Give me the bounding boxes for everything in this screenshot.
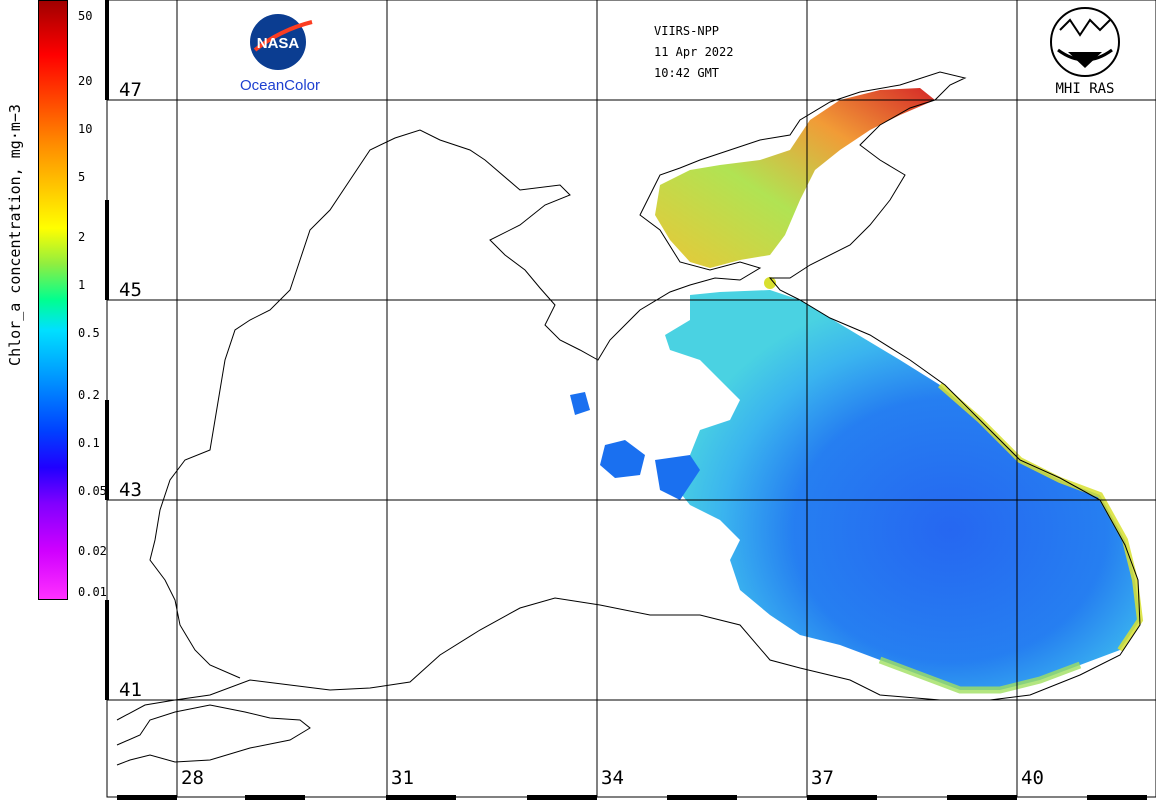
kerch-strait-patch [764,277,776,289]
latlon-grid [107,0,1156,797]
oceancolor-caption: OceanColor [240,77,320,94]
colorbar-tick: 0.05 [78,484,107,498]
colorbar [38,0,68,600]
lon-label: 31 [391,767,414,789]
time-label: 10:42 GMT [654,66,719,80]
lat-label: 45 [119,279,142,301]
lon-label: 28 [181,767,204,789]
lon-label: 34 [601,767,624,789]
chlorophyll-patch-west [600,440,645,478]
colorbar-tick: 50 [78,9,93,23]
colorbar-tick: 1 [78,278,86,292]
colorbar-tick: 0.2 [78,388,100,402]
mhi-ras-logo: MHI RAS [1050,7,1120,97]
colorbar-tick: 0.01 [78,585,107,599]
lat-label: 41 [119,679,142,701]
lon-label: 40 [1021,767,1044,789]
nasa-logo: NASA OceanColor [240,14,320,94]
colorbar-tick: 10 [78,122,93,136]
date-label: 11 Apr 2022 [654,45,733,59]
coastline [116,71,1141,721]
colorbar-tick: 2 [78,230,86,244]
map-frame [106,0,1156,798]
chlorophyll-south-rim [878,656,1082,694]
chlorophyll-patch-black-sea [665,290,1140,690]
chlorophyll-patch-west-2 [655,455,700,500]
colorbar-tick: 0.02 [78,544,107,558]
satellite-label: VIIRS-NPP [654,24,719,38]
colorbar-tick: 0.5 [78,326,100,340]
chlorophyll-patch-azov [655,88,935,268]
colorbar-tick: 5 [78,170,86,184]
bottom-scale-bar [117,795,1147,800]
colorbar-tick: 0.1 [78,436,100,450]
lon-label: 37 [811,767,834,789]
colorbar-tick: 20 [78,74,93,88]
svg-text:NASA: NASA [257,35,300,52]
chlorophyll-patch-west-small [570,392,590,415]
lat-label: 47 [119,79,142,101]
coastline-marmara [116,704,311,766]
mhi-ras-caption: MHI RAS [1055,81,1114,97]
colorbar-ticks: 50 20 10 5 2 1 0.5 0.2 0.1 0.05 0.02 0.0… [68,0,107,600]
lat-label: 43 [119,479,142,501]
left-scale-bar [105,0,109,700]
